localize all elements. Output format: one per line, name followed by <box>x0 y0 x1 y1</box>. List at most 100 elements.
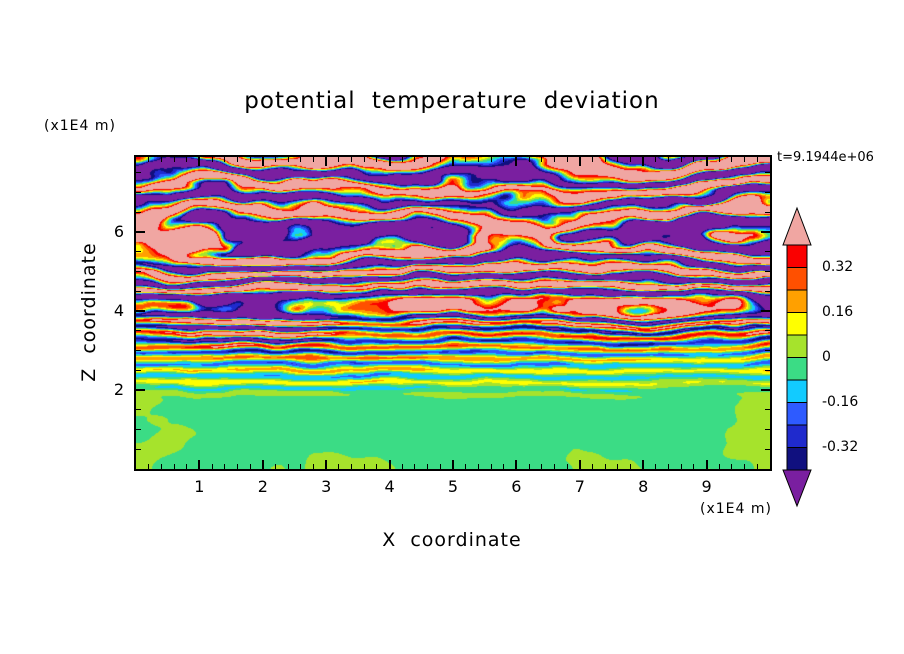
z-minor-tick <box>765 409 770 411</box>
x-minor-tick <box>338 157 340 162</box>
x-minor-tick <box>274 464 276 469</box>
x-minor-tick <box>718 157 720 162</box>
x-minor-tick <box>287 464 289 469</box>
z-minor-tick <box>765 429 770 430</box>
colorbar-label: 0.16 <box>822 303 854 320</box>
x-major-tick <box>325 460 328 469</box>
x-minor-tick <box>693 464 695 469</box>
x-major-tick <box>452 460 454 469</box>
x-minor-tick <box>186 157 188 162</box>
x-tick-label: 6 <box>511 477 522 496</box>
x-minor-tick <box>401 464 403 469</box>
x-minor-tick <box>731 464 733 469</box>
z-minor-tick <box>765 192 770 194</box>
x-minor-tick <box>744 464 746 469</box>
colorbar-label: 0 <box>822 348 831 365</box>
x-minor-tick <box>211 157 213 162</box>
x-minor-tick <box>439 464 441 469</box>
x-minor-tick <box>477 157 479 162</box>
x-minor-tick <box>591 157 593 162</box>
x-minor-tick <box>427 464 429 469</box>
x-minor-tick <box>680 157 682 162</box>
x-minor-tick <box>249 157 251 162</box>
z-tick-label: 6 <box>113 222 124 242</box>
z-tick-label: 4 <box>113 301 124 321</box>
x-minor-tick <box>376 464 378 469</box>
x-minor-tick <box>414 464 416 469</box>
x-minor-tick <box>287 157 289 162</box>
x-tick-label: 9 <box>701 477 712 496</box>
x-minor-tick <box>439 157 441 162</box>
x-major-tick <box>705 460 708 469</box>
x-major-tick <box>325 157 328 166</box>
x-major-tick <box>578 157 581 166</box>
x-minor-tick <box>224 157 226 162</box>
colorbar-band <box>786 267 808 291</box>
z-minor-tick <box>765 369 770 371</box>
colorbar-band <box>786 379 808 403</box>
x-minor-tick <box>528 464 530 469</box>
z-minor-tick <box>136 350 141 352</box>
x-minor-tick <box>541 157 543 162</box>
x-major-tick <box>642 157 645 166</box>
x-minor-tick <box>173 464 175 469</box>
z-major-tick <box>761 389 770 391</box>
x-major-tick <box>198 460 201 469</box>
z-minor-tick <box>136 271 141 273</box>
z-minor-tick <box>765 211 770 213</box>
x-minor-tick <box>313 464 315 469</box>
z-minor-tick <box>136 211 141 213</box>
x-minor-tick <box>465 464 467 469</box>
x-minor-tick <box>160 464 162 469</box>
x-minor-tick <box>300 464 302 469</box>
x-minor-tick <box>668 464 670 469</box>
x-minor-tick <box>503 464 505 469</box>
x-minor-tick <box>731 157 733 162</box>
x-tick-label: 3 <box>321 477 332 496</box>
z-axis-unit: (x1E4 m) <box>44 118 116 134</box>
x-minor-tick <box>148 157 150 162</box>
x-minor-tick <box>236 157 238 162</box>
colorbar-label: -0.16 <box>822 393 859 410</box>
z-tick-label: 2 <box>113 380 124 399</box>
x-major-tick <box>261 157 264 166</box>
x-minor-tick <box>414 157 416 162</box>
x-minor-tick <box>186 464 188 469</box>
x-minor-tick <box>756 157 758 162</box>
x-minor-tick <box>363 464 365 469</box>
z-major-tick <box>136 310 145 313</box>
z-major-tick <box>136 389 145 391</box>
colorbar-label: -0.32 <box>822 438 859 455</box>
x-minor-tick <box>655 157 657 162</box>
z-major-tick <box>761 231 770 234</box>
colorbar-band <box>786 424 808 448</box>
x-minor-tick <box>655 464 657 469</box>
colorbar-band <box>786 244 808 268</box>
x-minor-tick <box>401 157 403 162</box>
x-minor-tick <box>630 157 632 162</box>
z-minor-tick <box>765 172 770 174</box>
x-minor-tick <box>553 157 555 162</box>
x-minor-tick <box>363 157 365 162</box>
x-minor-tick <box>351 157 353 162</box>
x-minor-tick <box>617 157 619 162</box>
colorbar: 0.32 0.16 0 -0.16 -0.32 <box>782 206 897 518</box>
time-annotation: t=9.1944e+06 <box>777 150 874 165</box>
x-major-tick <box>198 157 201 166</box>
z-minor-tick <box>136 429 141 430</box>
colorbar-graphic <box>782 206 812 508</box>
x-minor-tick <box>274 157 276 162</box>
x-major-tick <box>705 157 708 166</box>
plot-frame <box>134 155 772 471</box>
colorbar-band <box>786 402 808 426</box>
x-minor-tick <box>668 157 670 162</box>
z-minor-tick <box>136 251 141 253</box>
x-minor-tick <box>300 157 302 162</box>
field-canvas <box>136 157 770 469</box>
x-minor-tick <box>553 464 555 469</box>
x-minor-tick <box>604 157 606 162</box>
x-major-tick <box>261 460 264 469</box>
z-major-tick <box>761 310 770 313</box>
z-minor-tick <box>136 330 141 332</box>
